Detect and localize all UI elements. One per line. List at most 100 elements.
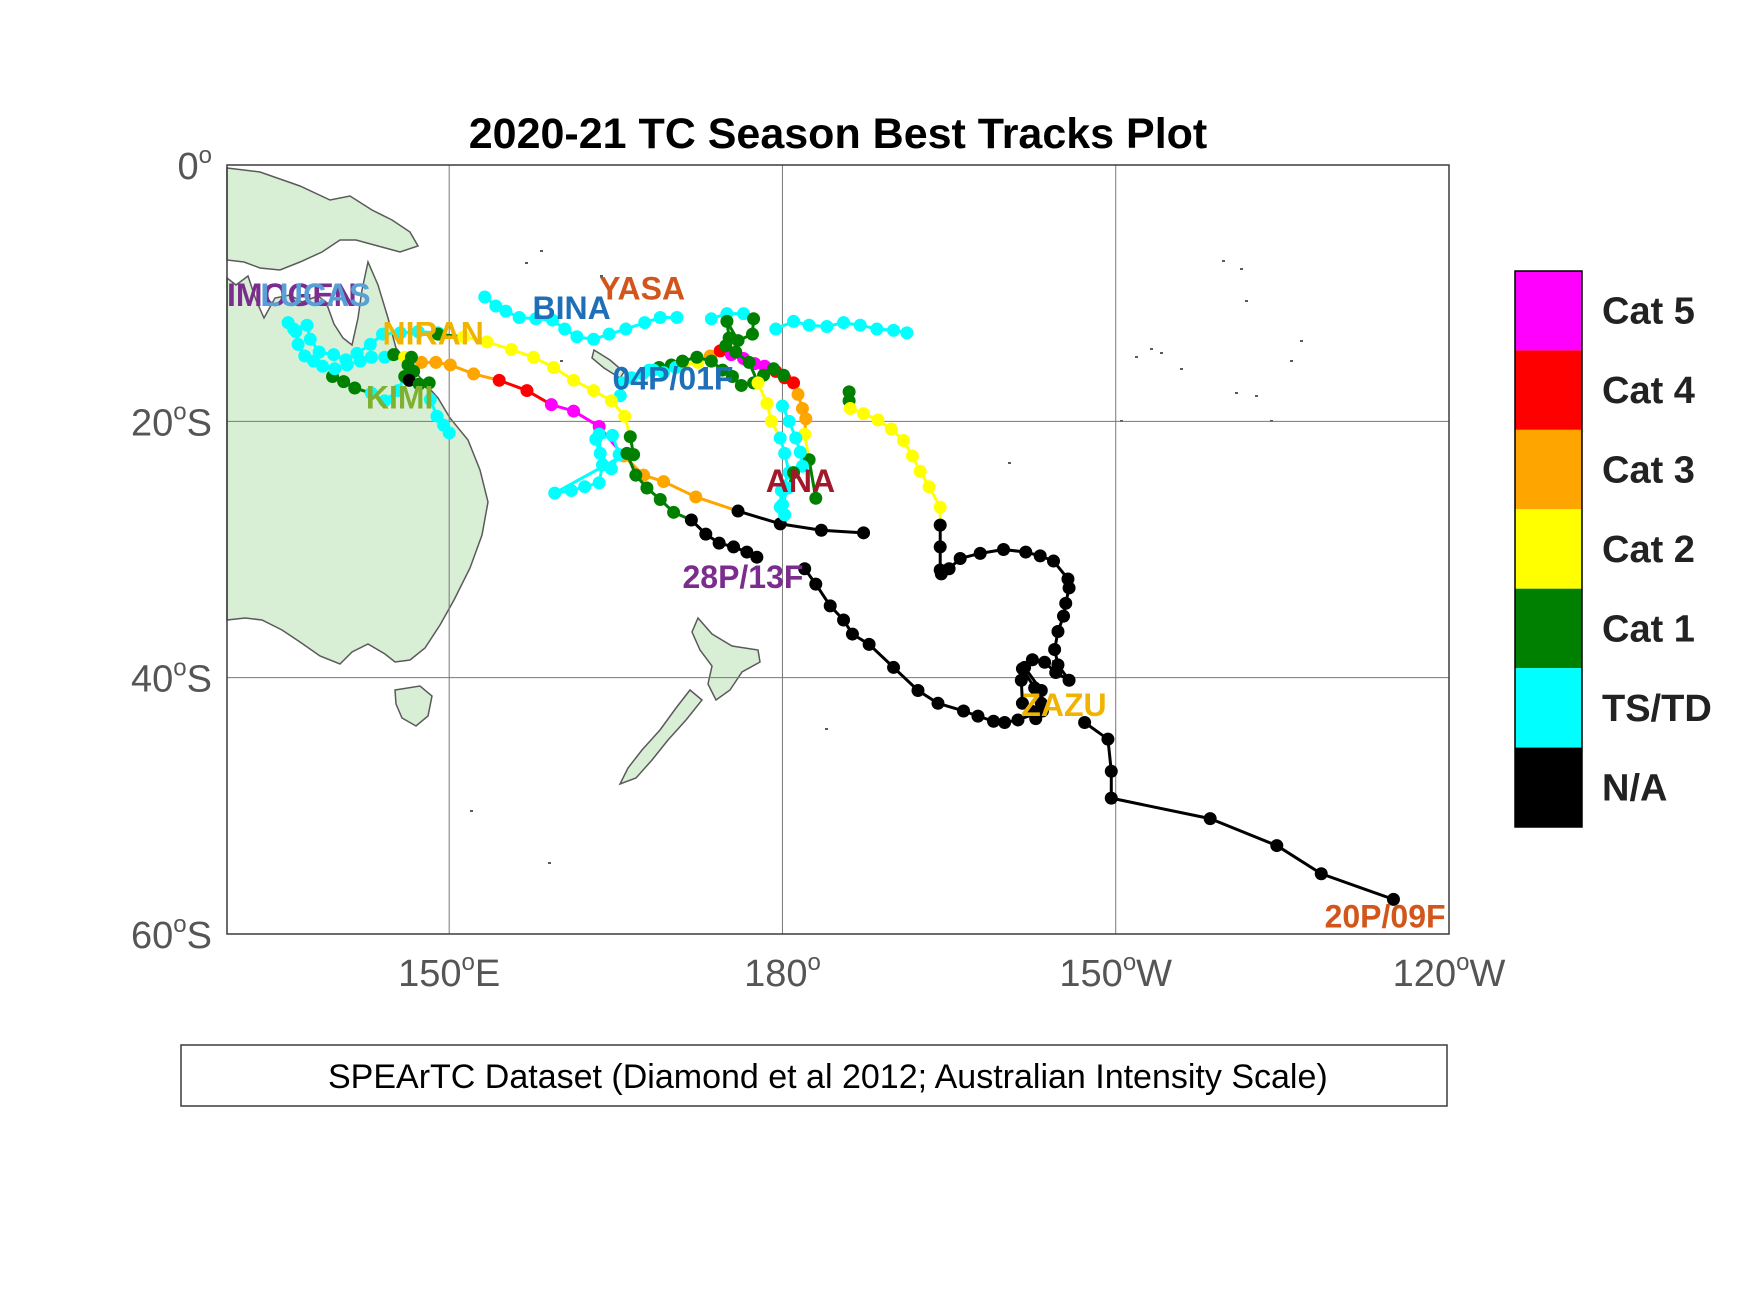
track-point <box>775 399 789 413</box>
track-point <box>364 350 378 364</box>
track-point <box>887 323 901 337</box>
track-point <box>431 327 445 341</box>
track-point <box>913 464 927 478</box>
island-mark <box>1150 348 1153 350</box>
colorbar-swatch <box>1515 747 1582 827</box>
track-point <box>887 660 901 674</box>
track-point <box>411 325 425 339</box>
track-point <box>638 316 652 330</box>
track-point <box>933 540 947 554</box>
track-point <box>364 386 378 400</box>
track-bina <box>478 290 684 346</box>
track-point <box>837 316 851 330</box>
colorbar-frame <box>1514 270 1583 828</box>
track-28p-13f <box>548 427 764 564</box>
colorbar-label: Cat 2 <box>1602 529 1695 571</box>
storm-label-yasa: YASA <box>599 271 685 307</box>
track-point <box>1035 704 1049 718</box>
track-point <box>933 518 947 532</box>
track-point <box>567 373 581 387</box>
track-point <box>689 490 703 504</box>
track-point <box>729 345 743 359</box>
track-point <box>905 449 919 463</box>
track-point <box>1019 545 1033 559</box>
track-point <box>467 367 481 381</box>
track-point <box>1033 549 1047 563</box>
track-point <box>635 367 649 381</box>
island-mark <box>540 250 543 252</box>
island-mark <box>1240 268 1243 270</box>
track-point <box>327 348 341 362</box>
latitude-tick-labels: 0o 20oS 40oS 60oS <box>131 142 212 957</box>
track-point <box>1051 625 1065 639</box>
y-tick-label: 60oS <box>131 911 212 957</box>
longitude-tick-labels: 150oE 180o 150oW 120oW <box>398 949 1505 995</box>
track-segment <box>807 459 818 499</box>
storm-label-28p-13f: 28P/13F <box>682 559 803 595</box>
track-point <box>720 314 734 328</box>
track-point <box>760 396 774 410</box>
track-point <box>789 431 803 445</box>
y-tick-label: 20oS <box>131 398 212 444</box>
track-segment <box>1320 872 1394 901</box>
track-point <box>781 481 795 495</box>
track-point <box>747 312 761 326</box>
track-point <box>931 696 945 710</box>
track-point <box>725 369 739 383</box>
storm-label-bina: BINA <box>533 290 611 326</box>
track-point <box>412 377 426 391</box>
track-point <box>712 536 726 550</box>
source-box-frame <box>180 1044 1448 1107</box>
track-point <box>657 475 671 489</box>
track-point <box>328 362 342 376</box>
track-point <box>593 446 607 460</box>
track-segment <box>737 509 781 526</box>
track-point <box>602 327 616 341</box>
storm-label-ana: ANA <box>766 463 835 499</box>
track-point <box>675 354 689 368</box>
track-point <box>618 409 632 423</box>
track-point <box>734 378 748 392</box>
colorbar-label: N/A <box>1602 767 1667 809</box>
track-point <box>777 368 791 382</box>
track-point <box>799 412 813 426</box>
track-point <box>587 332 601 346</box>
track-point <box>480 335 494 349</box>
track-point <box>1048 642 1062 656</box>
track-point <box>767 362 781 376</box>
track-point <box>998 716 1012 730</box>
colorbar-label: Cat 3 <box>1602 450 1695 492</box>
track-point <box>1015 696 1029 710</box>
island-mark <box>1235 392 1238 394</box>
track-point <box>787 314 801 328</box>
track-point <box>1386 892 1400 906</box>
track-point <box>778 446 792 460</box>
track-point <box>1101 732 1115 746</box>
track-point <box>1018 660 1032 674</box>
track-point <box>442 426 456 440</box>
colorbar-swatch <box>1515 668 1582 748</box>
track-point <box>871 413 885 427</box>
track-point <box>704 312 718 326</box>
track-point <box>363 337 377 351</box>
track-point <box>647 363 661 377</box>
track-point <box>548 486 562 500</box>
track-point <box>589 432 603 446</box>
track-zazu <box>798 385 1076 730</box>
track-point <box>504 343 518 357</box>
track-point <box>653 311 667 325</box>
x-tick-label: 120oW <box>1393 949 1506 995</box>
island-mark <box>1255 395 1258 397</box>
colorbar-label: Cat 1 <box>1602 608 1695 650</box>
storm-label-20p-09f: 20P/09F <box>1325 899 1446 935</box>
x-tick-label: 150oE <box>398 949 500 995</box>
track-point <box>900 326 914 340</box>
track-point <box>595 458 609 472</box>
track-point <box>287 322 301 336</box>
track-point <box>316 359 330 373</box>
track-point <box>670 311 684 325</box>
track-point <box>1014 673 1028 687</box>
track-point <box>870 322 884 336</box>
track-point <box>567 404 581 418</box>
